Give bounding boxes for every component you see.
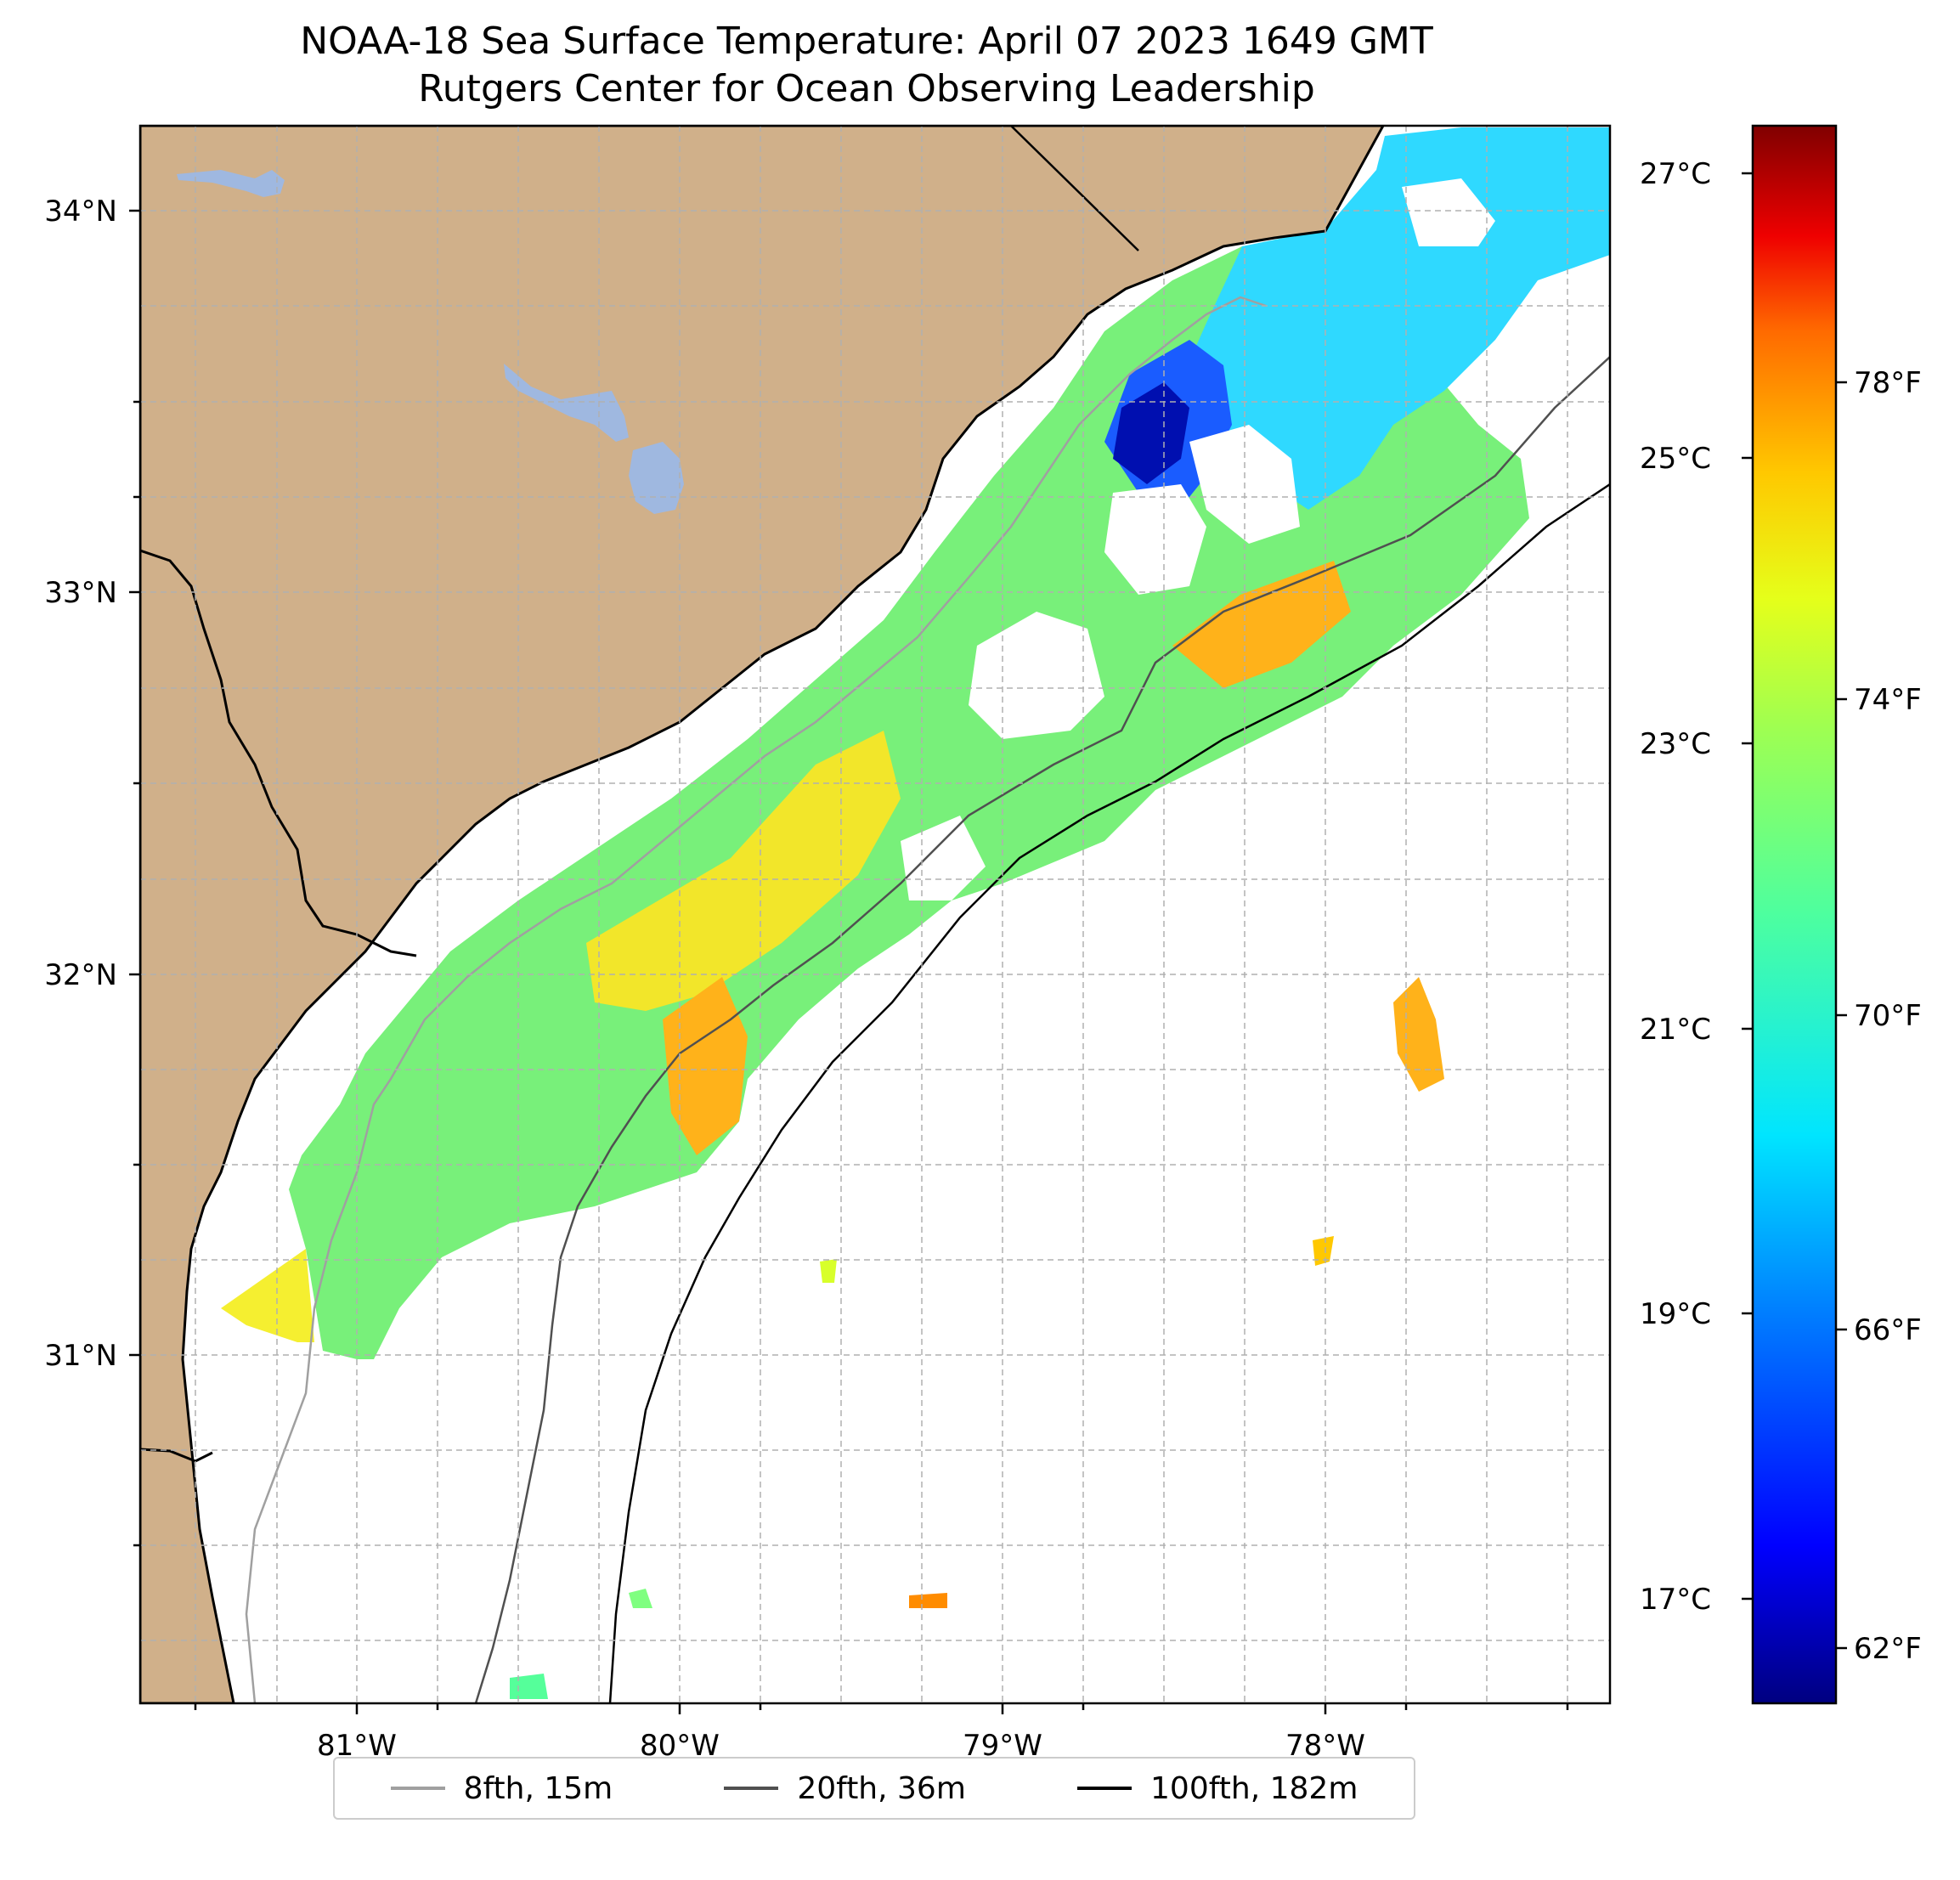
colorbar-fahrenheit-label: 66°F bbox=[1854, 1313, 1922, 1347]
gridlines bbox=[140, 126, 1610, 1703]
legend-item-100fth: 100fth, 182m bbox=[1077, 1771, 1358, 1806]
land-area bbox=[140, 126, 1385, 1703]
legend-label: 8fth, 15m bbox=[463, 1770, 613, 1806]
lat-ticks bbox=[129, 209, 140, 1547]
chart-title: NOAA-18 Sea Surface Temperature: April 0… bbox=[300, 20, 1433, 63]
legend-item-8fth: 8fth, 15m bbox=[390, 1770, 613, 1806]
colorbar-celsius-label: 17°C bbox=[1640, 1583, 1711, 1617]
contour-20fth bbox=[474, 356, 1610, 1703]
colorbar-fahrenheit-label: 74°F bbox=[1854, 683, 1922, 717]
legend-line-icon bbox=[1077, 1787, 1133, 1790]
legend: 8fth, 15m 20fth, 36m 100fth, 182m bbox=[333, 1757, 1415, 1820]
colorbar-fahrenheit-label: 70°F bbox=[1854, 999, 1922, 1033]
contour-100fth bbox=[608, 483, 1610, 1703]
lat-label: 33°N bbox=[44, 576, 117, 610]
legend-label: 100fth, 182m bbox=[1150, 1770, 1358, 1806]
lake bbox=[504, 364, 629, 442]
lon-ticks bbox=[194, 1703, 1569, 1714]
colorbar-fahrenheit-label: 78°F bbox=[1854, 366, 1922, 400]
legend-line-icon bbox=[390, 1787, 445, 1790]
legend-label: 20fth, 36m bbox=[797, 1770, 966, 1806]
legend-line-icon bbox=[724, 1787, 779, 1790]
state-border bbox=[1010, 126, 1139, 251]
colorbar-celsius-label: 19°C bbox=[1640, 1297, 1711, 1331]
chart-subtitle: Rutgers Center for Ocean Observing Leade… bbox=[418, 67, 1315, 110]
colorbar-fahrenheit-label: 62°F bbox=[1854, 1632, 1922, 1666]
colorbar-celsius-label: 27°C bbox=[1640, 157, 1711, 191]
colorbar-celsius-label: 25°C bbox=[1640, 442, 1711, 476]
lake bbox=[629, 442, 684, 514]
colorbar-celsius-label: 23°C bbox=[1640, 727, 1711, 761]
lat-label: 34°N bbox=[44, 195, 117, 229]
colorbar-celsius-label: 21°C bbox=[1640, 1013, 1711, 1047]
lat-label: 32°N bbox=[44, 958, 117, 992]
contour-8fth bbox=[245, 296, 1267, 1703]
colorbar-ticks bbox=[1742, 172, 1847, 1650]
state-border bbox=[140, 549, 417, 957]
legend-item-20fth: 20fth, 36m bbox=[724, 1771, 966, 1806]
lake bbox=[177, 170, 285, 197]
map-frame bbox=[138, 124, 1612, 1705]
colorbar bbox=[1751, 124, 1838, 1705]
lat-label: 31°N bbox=[44, 1339, 117, 1373]
